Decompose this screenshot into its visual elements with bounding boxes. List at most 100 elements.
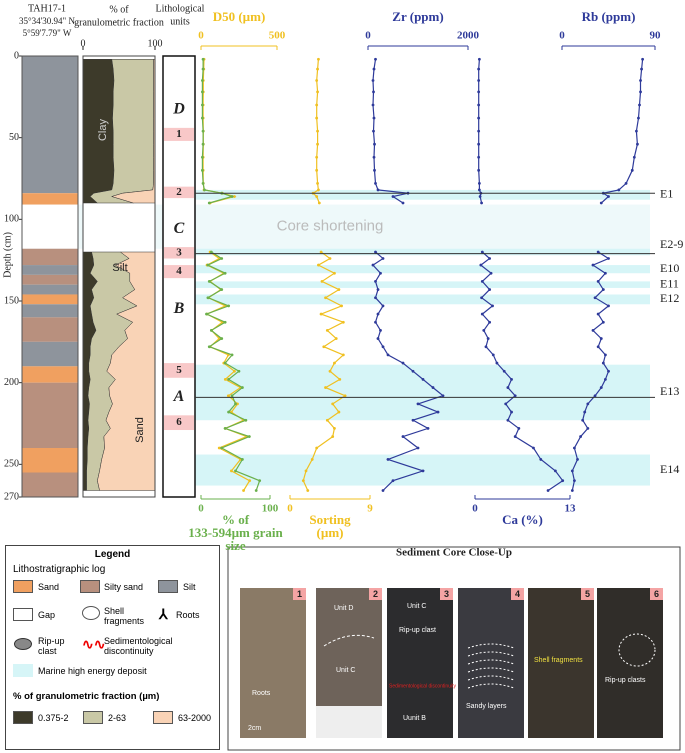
- data-point: [315, 168, 319, 172]
- core-lat: 35°34'30.94" N: [19, 16, 75, 26]
- event-band: [195, 281, 650, 288]
- data-point: [206, 296, 210, 300]
- x-tick-label: 0: [287, 503, 293, 515]
- data-point: [488, 288, 492, 291]
- data-point: [310, 458, 314, 461]
- data-point: [328, 257, 332, 260]
- data-point: [315, 195, 319, 198]
- data-point: [317, 263, 320, 267]
- data-point: [315, 116, 319, 120]
- data-point: [205, 312, 208, 316]
- data-point: [532, 446, 535, 450]
- data-point: [201, 57, 205, 61]
- data-point: [513, 394, 517, 398]
- lithology-layer: [22, 274, 78, 285]
- data-point: [227, 304, 231, 308]
- data-point: [372, 116, 376, 120]
- data-point: [495, 361, 499, 365]
- unit-band: [164, 265, 194, 279]
- axis-title: 133-594µm grain: [188, 525, 283, 540]
- data-point: [230, 469, 233, 473]
- data-point: [374, 182, 377, 185]
- core-photo: [597, 588, 663, 738]
- lithology-layer: [22, 284, 78, 295]
- photo-annotation: Uunit B: [403, 715, 426, 722]
- data-point: [596, 312, 600, 316]
- data-point: [488, 257, 492, 260]
- data-point: [576, 458, 579, 461]
- event-label: E12: [660, 291, 679, 305]
- data-point: [334, 337, 338, 340]
- axis-title: Rb (ppm): [582, 9, 636, 24]
- data-point: [411, 369, 415, 373]
- data-point: [441, 394, 445, 398]
- photo-number-box: [650, 588, 663, 600]
- y-tick-label: 270: [4, 491, 19, 502]
- data-point: [411, 418, 415, 422]
- x-tick-label: 0: [81, 38, 86, 49]
- area-label: Silt: [112, 262, 127, 274]
- data-point: [234, 402, 237, 406]
- data-point: [316, 67, 319, 71]
- swatch: [153, 711, 173, 724]
- data-point: [478, 195, 482, 198]
- data-point: [416, 446, 420, 450]
- photo-number-box: [293, 588, 306, 600]
- legend: Legend Lithostratigraphic log Sand Silty…: [5, 545, 220, 750]
- data-point: [607, 304, 610, 308]
- data-point: [372, 155, 376, 159]
- data-point: [586, 427, 590, 430]
- data-point: [376, 288, 380, 291]
- lithology-layer: [22, 448, 78, 473]
- lithology-layer: [22, 304, 78, 318]
- data-point: [200, 155, 204, 159]
- data-point: [241, 386, 244, 389]
- data-point: [209, 329, 213, 332]
- data-point: [506, 386, 510, 389]
- data-point: [241, 458, 244, 461]
- data-point: [203, 188, 206, 192]
- data-point: [316, 182, 319, 185]
- unit-label: 3: [176, 246, 182, 258]
- data-point: [324, 296, 327, 300]
- data-point: [480, 312, 484, 316]
- legend-label: Silt: [183, 582, 196, 592]
- photo-number: 6: [654, 589, 659, 599]
- axis-title: Zr (ppm): [392, 9, 443, 24]
- photo-annotation: Unit C: [407, 603, 426, 610]
- profile-line: [372, 59, 445, 491]
- unit-label: B: [173, 300, 185, 317]
- unit-label: 5: [176, 364, 182, 376]
- data-point: [306, 489, 310, 492]
- event-label: E13: [660, 384, 679, 398]
- data-point: [477, 188, 481, 192]
- axis-title: % of: [109, 4, 129, 15]
- unit-band: [164, 186, 194, 199]
- core-photo: [240, 588, 306, 738]
- data-point: [596, 250, 600, 254]
- lithology-layer: [22, 472, 78, 497]
- data-point: [226, 394, 230, 398]
- unit-label: 6: [176, 416, 182, 428]
- data-point: [421, 378, 425, 381]
- photo-number: 3: [444, 589, 449, 599]
- core-photo: [528, 588, 594, 738]
- photo-number: 5: [585, 589, 590, 599]
- data-point: [599, 386, 603, 389]
- lithology-layer: [22, 193, 78, 205]
- data-point: [234, 469, 237, 473]
- data-point: [601, 361, 605, 365]
- profile-line: [571, 59, 644, 491]
- data-point: [333, 427, 336, 430]
- axis-title: Ca (%): [502, 512, 543, 527]
- swatch: [80, 580, 100, 593]
- data-point: [591, 329, 595, 332]
- data-point: [325, 418, 329, 422]
- event-label: E1: [660, 187, 673, 201]
- data-point: [315, 155, 319, 159]
- data-point: [640, 67, 643, 71]
- data-point: [510, 410, 513, 414]
- data-point: [477, 90, 481, 94]
- lithology-layer: [22, 366, 78, 383]
- data-point: [506, 418, 510, 422]
